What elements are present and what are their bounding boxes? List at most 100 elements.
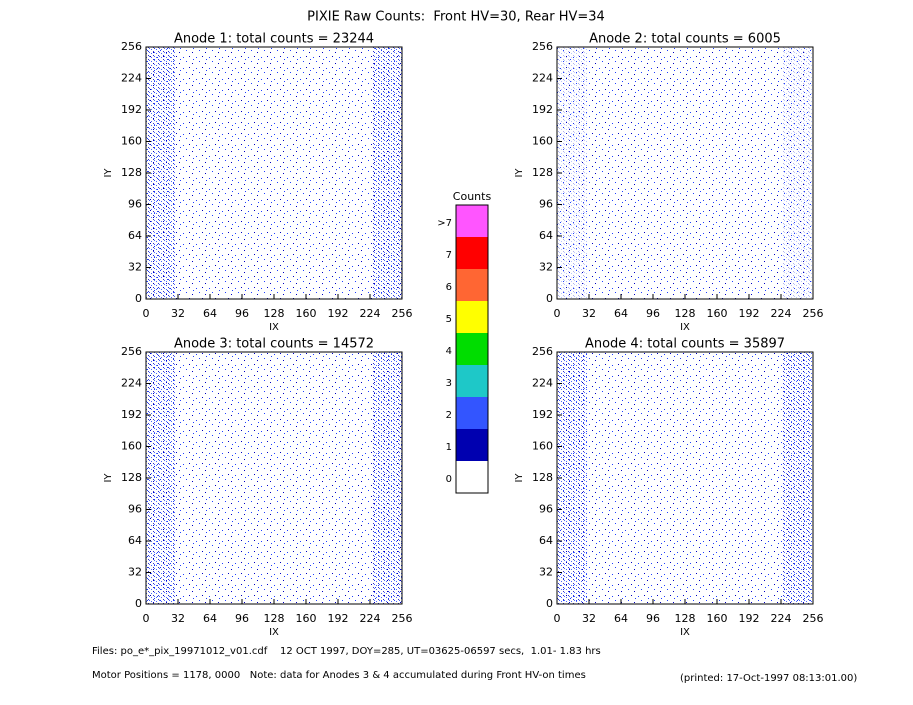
- y-tick-label: 128: [121, 166, 142, 179]
- x-tick-label: 32: [171, 612, 185, 625]
- y-axis-label: IY: [514, 168, 525, 178]
- y-tick-label: 192: [121, 408, 142, 421]
- x-tick-label: 192: [328, 612, 349, 625]
- colorbar-cell: [456, 365, 488, 397]
- y-tick-label: 224: [532, 377, 553, 390]
- figure-title: PIXIE Raw Counts: Front HV=30, Rear HV=3…: [307, 10, 605, 25]
- colorbar-title: Counts: [453, 190, 492, 203]
- footer-printed: (printed: 17-Oct-1997 08:13:01.00): [680, 673, 857, 684]
- x-tick-label: 224: [771, 307, 792, 320]
- x-tick-label: 128: [675, 612, 696, 625]
- y-tick-label: 64: [128, 534, 142, 547]
- y-tick-label: 64: [539, 534, 553, 547]
- colorbar-label: 7: [446, 250, 452, 261]
- x-tick-label: 96: [235, 307, 249, 320]
- y-tick-label: 192: [121, 103, 142, 116]
- colorbar-label: 0: [446, 474, 452, 485]
- x-tick-label: 0: [143, 307, 150, 320]
- panel-title: Anode 4: total counts = 35897: [585, 337, 785, 352]
- x-tick-label: 0: [554, 307, 561, 320]
- x-tick-label: 96: [646, 612, 660, 625]
- y-tick-label: 224: [532, 72, 553, 85]
- colorbar-label: 1: [446, 442, 452, 453]
- panel-title: Anode 2: total counts = 6005: [589, 32, 781, 47]
- x-tick-label: 64: [614, 612, 628, 625]
- y-tick-label: 0: [546, 597, 553, 610]
- y-tick-label: 96: [128, 503, 142, 516]
- y-tick-label: 192: [532, 103, 553, 116]
- y-tick-label: 256: [121, 40, 142, 53]
- x-tick-label: 32: [582, 307, 596, 320]
- y-tick-label: 224: [121, 72, 142, 85]
- panel-title: Anode 1: total counts = 23244: [174, 32, 374, 47]
- panel-title: Anode 3: total counts = 14572: [174, 337, 374, 352]
- colorbar-cell: [456, 205, 488, 237]
- y-tick-label: 160: [121, 440, 142, 453]
- y-tick-label: 128: [532, 166, 553, 179]
- x-tick-label: 128: [264, 612, 285, 625]
- x-tick-label: 192: [328, 307, 349, 320]
- plot-area: [557, 352, 813, 604]
- y-tick-label: 32: [128, 261, 142, 274]
- colorbar-cell: [456, 333, 488, 365]
- x-tick-label: 256: [392, 612, 413, 625]
- x-tick-label: 96: [646, 307, 660, 320]
- y-axis-label: IY: [103, 473, 114, 483]
- footer-files: Files: po_e*_pix_19971012_v01.cdf 12 OCT…: [92, 646, 601, 657]
- colorbar-label: 3: [446, 378, 452, 389]
- y-tick-label: 96: [539, 503, 553, 516]
- edge-band: [783, 352, 813, 604]
- edge-band: [783, 47, 813, 299]
- y-tick-label: 256: [532, 40, 553, 53]
- plot-area: [146, 352, 402, 604]
- x-tick-label: 224: [360, 612, 381, 625]
- x-tick-label: 224: [771, 612, 792, 625]
- plot-area: [557, 47, 813, 299]
- colorbar-cell: [456, 429, 488, 461]
- y-tick-label: 0: [135, 597, 142, 610]
- x-axis-label: IX: [680, 627, 690, 638]
- x-tick-label: 32: [582, 612, 596, 625]
- y-tick-label: 256: [121, 345, 142, 358]
- x-tick-label: 256: [803, 307, 824, 320]
- x-tick-label: 64: [614, 307, 628, 320]
- x-tick-label: 128: [675, 307, 696, 320]
- x-tick-label: 64: [203, 307, 217, 320]
- x-tick-label: 32: [171, 307, 185, 320]
- x-tick-label: 192: [739, 307, 760, 320]
- colorbar-label: >7: [437, 218, 452, 229]
- edge-band: [372, 47, 402, 299]
- colorbar-cell: [456, 301, 488, 333]
- x-tick-label: 256: [392, 307, 413, 320]
- x-tick-label: 160: [296, 307, 317, 320]
- y-tick-label: 128: [121, 471, 142, 484]
- colorbar-frame: [455, 204, 489, 494]
- plot-area: [146, 47, 402, 299]
- x-tick-label: 64: [203, 612, 217, 625]
- colorbar-label: 2: [446, 410, 452, 421]
- y-tick-label: 0: [135, 292, 142, 305]
- x-tick-label: 0: [143, 612, 150, 625]
- y-tick-label: 0: [546, 292, 553, 305]
- colorbar-label: 5: [446, 314, 452, 325]
- x-tick-label: 256: [803, 612, 824, 625]
- y-axis-label: IY: [514, 473, 525, 483]
- x-tick-label: 0: [554, 612, 561, 625]
- x-tick-label: 160: [296, 612, 317, 625]
- footer-motor: Motor Positions = 1178, 0000 Note: data …: [92, 670, 586, 681]
- y-tick-label: 64: [128, 229, 142, 242]
- x-axis-label: IX: [269, 627, 279, 638]
- y-tick-label: 160: [121, 135, 142, 148]
- edge-band: [372, 352, 402, 604]
- y-tick-label: 128: [532, 471, 553, 484]
- y-tick-label: 192: [532, 408, 553, 421]
- x-tick-label: 96: [235, 612, 249, 625]
- y-tick-label: 160: [532, 135, 553, 148]
- x-tick-label: 160: [707, 307, 728, 320]
- colorbar-label: 4: [446, 346, 452, 357]
- y-axis-label: IY: [103, 168, 114, 178]
- x-axis-label: IX: [269, 322, 279, 333]
- x-tick-label: 224: [360, 307, 381, 320]
- colorbar-cell: [456, 237, 488, 269]
- colorbar-cell: [456, 397, 488, 429]
